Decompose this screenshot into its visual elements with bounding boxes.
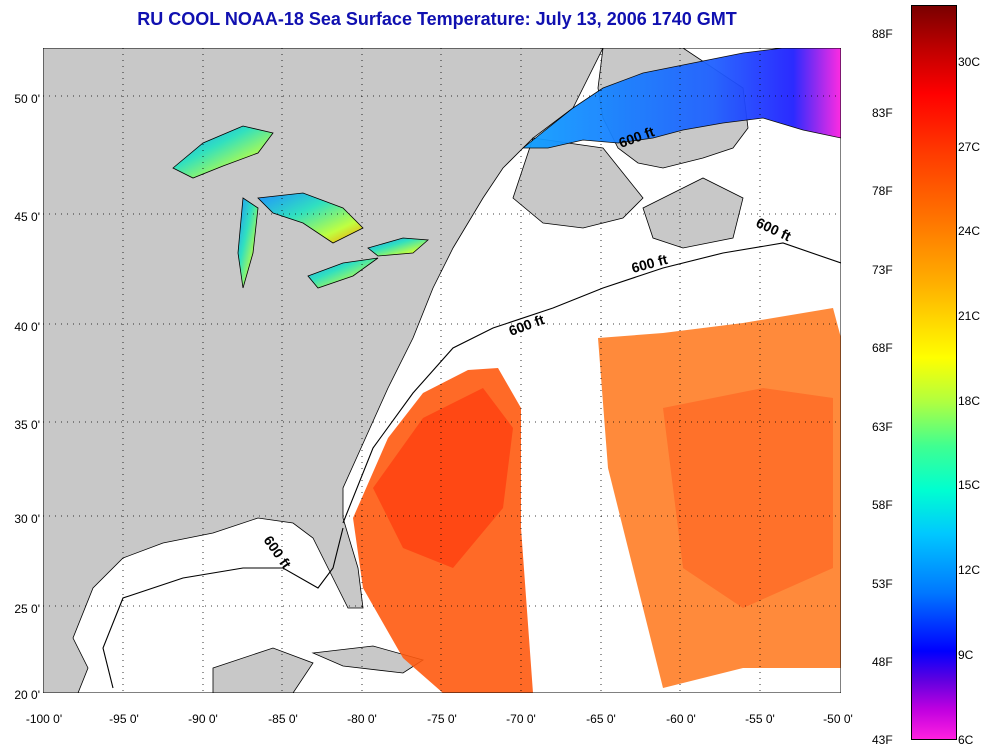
lat-label-50: 50 0' [14,92,40,106]
great-lakes [172,125,429,289]
colorbar-c-label: 24C [958,224,981,238]
colorbar-c-label: 21C [958,309,981,323]
colorbar-c-label: 15C [958,478,981,492]
sst-map: 600 ft 600 ft 600 ft 600 ft 600 ft [43,48,841,693]
lon-label-95: -95 0' [109,712,139,726]
lon-label-75: -75 0' [427,712,457,726]
lat-label-20: 20 0' [14,688,40,702]
colorbar-f-label: 83F [872,106,893,120]
sst-swath-east-core [663,388,833,608]
lon-label-60: -60 0' [666,712,696,726]
colorbar-c-label: 27C [958,140,981,154]
colorbar-f-label: 43F [872,733,893,747]
colorbar-f-label: 48F [872,655,893,669]
colorbar-c-label: 6C [958,733,974,747]
lat-label-30: 30 0' [14,512,40,526]
sst-swath-west-core [373,388,513,568]
gulf-of-st-lawrence-sst [521,48,841,149]
colorbar-f-label: 73F [872,263,893,277]
lon-label-90: -90 0' [188,712,218,726]
map-title: RU COOL NOAA-18 Sea Surface Temperature:… [137,9,737,29]
lat-label-45: 45 0' [14,210,40,224]
colorbar-c-label: 30C [958,55,981,69]
lon-label-50: -50 0' [823,712,853,726]
colorbar-f-label: 78F [872,184,893,198]
colorbar-f-label: 88F [872,27,893,41]
colorbar-f-label: 63F [872,420,893,434]
colorbar-f-label: 58F [872,498,893,512]
lon-label-85: -85 0' [268,712,298,726]
colorbar-f-label: 53F [872,577,893,591]
colorbar-c-label: 12C [958,563,981,577]
graticule [43,48,841,693]
lon-label-55: -55 0' [745,712,775,726]
colorbar-f-label: 68F [872,341,893,355]
lon-label-80: -80 0' [347,712,377,726]
colorbar-c-label: 9C [958,648,974,662]
lat-label-25: 25 0' [14,602,40,616]
lon-label-100: -100 0' [25,712,63,726]
temperature-colorbar [911,5,957,740]
lon-label-70: -70 0' [506,712,536,726]
lon-label-65: -65 0' [586,712,616,726]
isobath-600ft [102,242,841,689]
colorbar-c-label: 18C [958,394,981,408]
lat-label-40: 40 0' [14,320,40,334]
lat-label-35: 35 0' [14,418,40,432]
